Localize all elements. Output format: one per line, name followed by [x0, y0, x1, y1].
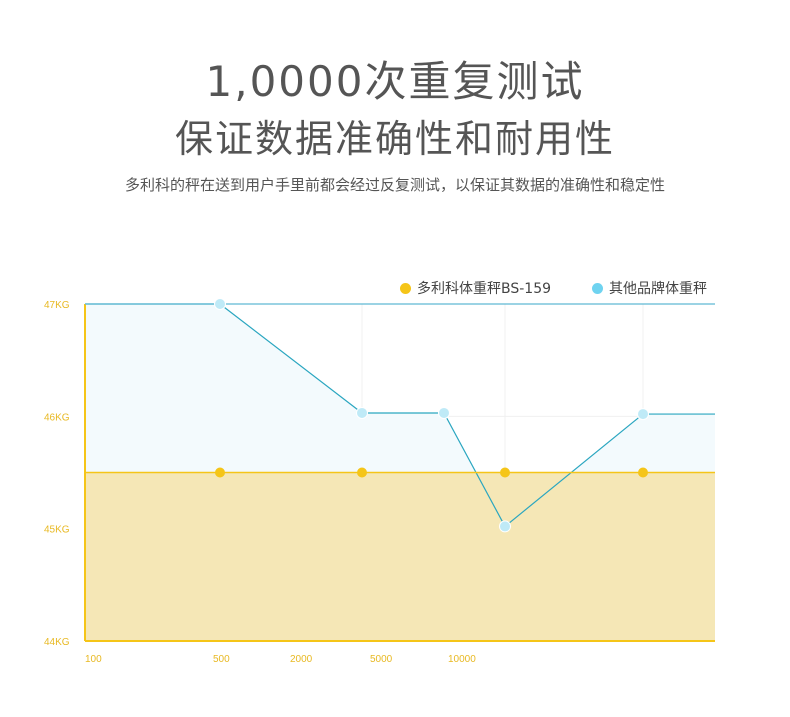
legend-item-brand: 多利科体重秤BS-159	[400, 278, 551, 298]
brand-series-point	[500, 467, 510, 478]
other-series-point	[438, 406, 450, 419]
page-title-line2: 保证数据准确性和耐用性	[174, 117, 615, 161]
y-tick-label: 44KG	[44, 637, 70, 648]
brand-series-point	[215, 467, 225, 478]
legend-item-other: 其他品牌体重秤	[592, 278, 707, 298]
legend-swatch-brand	[400, 282, 411, 294]
legend-label-other: 其他品牌体重秤	[609, 281, 707, 297]
other-series-point	[499, 520, 511, 533]
x-tick-label: 500	[213, 654, 230, 665]
y-tick-label: 46KG	[44, 412, 70, 423]
brand-series-point	[638, 467, 648, 478]
other-series-point	[637, 408, 649, 421]
legend-swatch-other	[592, 282, 603, 294]
brand-series-point	[357, 467, 367, 478]
x-tick-label: 10000	[448, 654, 476, 665]
y-tick-label: 47KG	[44, 300, 70, 311]
brand-series-area	[85, 472, 715, 641]
page-title-line1: 1,0000次重复测试	[205, 57, 585, 106]
x-tick-label: 2000	[290, 654, 313, 665]
other-series-point	[356, 406, 368, 419]
x-tick-label: 5000	[370, 654, 393, 665]
y-tick-label: 45KG	[44, 525, 70, 536]
page-subtitle: 多利科的秤在送到用户手里前都会经过反复测试，以保证其数据的准确性和稳定性	[124, 176, 665, 194]
other-series-point	[214, 298, 226, 310]
x-tick-label: 100	[85, 654, 102, 665]
weight-test-chart: 47KG 46KG 45KG 44KG 100 500 2000 5000 10000	[44, 298, 715, 665]
legend-label-brand: 多利科体重秤BS-159	[417, 281, 552, 297]
